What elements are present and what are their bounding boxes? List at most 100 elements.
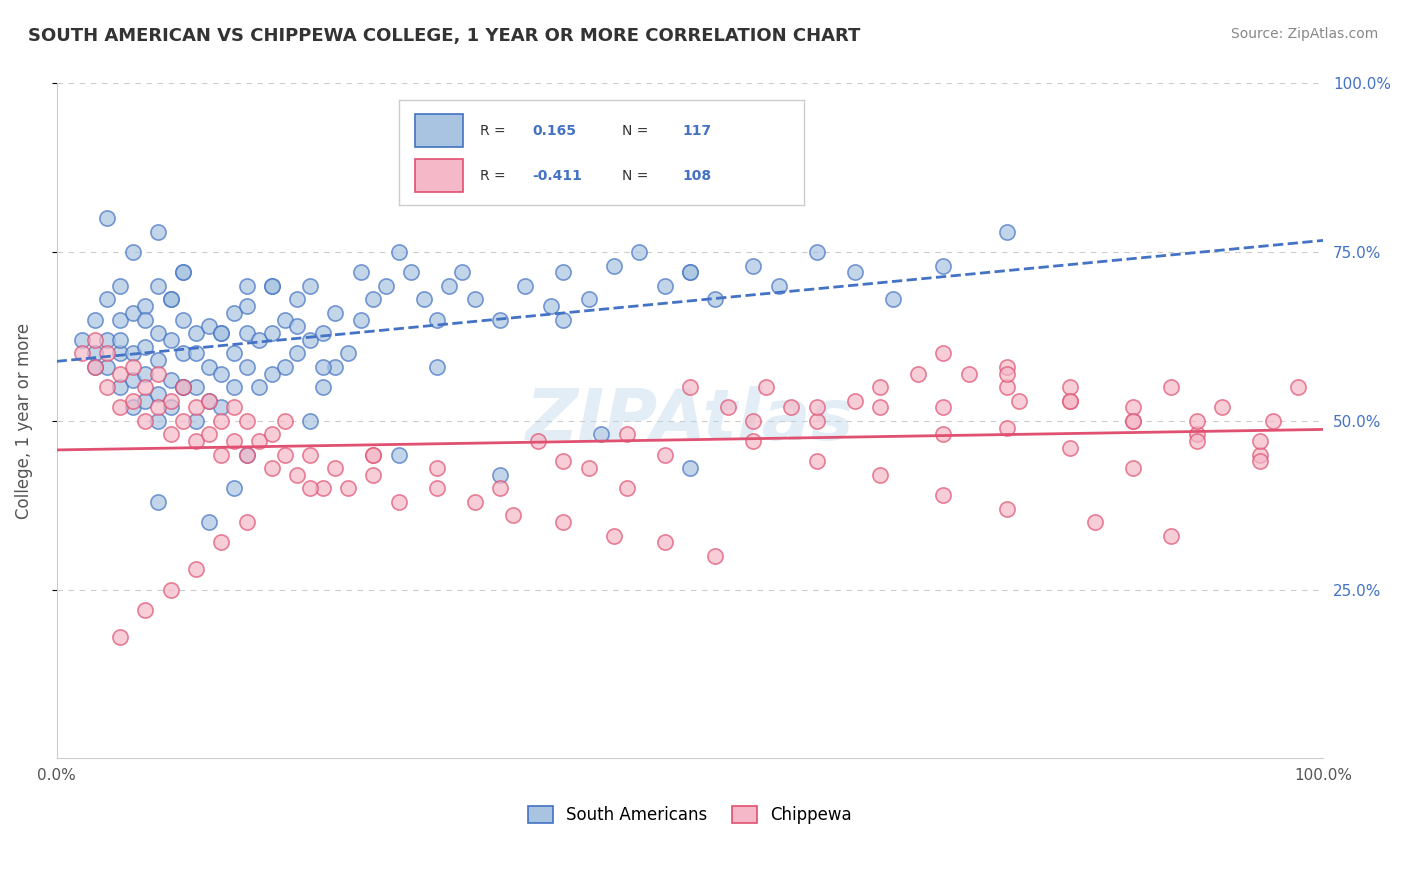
Point: [222, 434, 245, 449]
Point: [489, 481, 512, 495]
Point: [121, 373, 143, 387]
Point: [806, 454, 828, 468]
Point: [1059, 441, 1081, 455]
Point: [439, 279, 461, 293]
Point: [388, 245, 411, 260]
Point: [553, 515, 575, 529]
Point: [717, 401, 740, 415]
Point: [679, 265, 702, 279]
Point: [273, 448, 295, 462]
Point: [388, 448, 411, 462]
Point: [172, 265, 194, 279]
Point: [527, 434, 550, 449]
Point: [209, 401, 232, 415]
Point: [134, 340, 156, 354]
Point: [159, 293, 181, 307]
Point: [298, 448, 321, 462]
Point: [311, 481, 333, 495]
Point: [426, 461, 449, 475]
Point: [957, 367, 980, 381]
Point: [1059, 380, 1081, 394]
Point: [1185, 414, 1208, 428]
Point: [83, 346, 105, 360]
Point: [273, 414, 295, 428]
Point: [159, 373, 181, 387]
Point: [222, 481, 245, 495]
Point: [184, 434, 207, 449]
Point: [96, 211, 118, 226]
Point: [83, 333, 105, 347]
Point: [464, 495, 486, 509]
Point: [704, 293, 727, 307]
Point: [844, 393, 866, 408]
Point: [1185, 434, 1208, 449]
Point: [869, 401, 891, 415]
Y-axis label: College, 1 year or more: College, 1 year or more: [15, 323, 32, 519]
Point: [159, 582, 181, 597]
Point: [108, 312, 131, 326]
Point: [83, 359, 105, 374]
Point: [616, 481, 638, 495]
Point: [146, 326, 169, 340]
Point: [1084, 515, 1107, 529]
Point: [540, 299, 562, 313]
Point: [172, 414, 194, 428]
Point: [172, 265, 194, 279]
Text: Source: ZipAtlas.com: Source: ZipAtlas.com: [1230, 27, 1378, 41]
Point: [374, 279, 396, 293]
Point: [197, 393, 219, 408]
Point: [323, 306, 346, 320]
Legend: South Americans, Chippewa: South Americans, Chippewa: [522, 799, 859, 831]
Point: [108, 367, 131, 381]
Point: [260, 279, 283, 293]
Point: [603, 259, 626, 273]
Point: [464, 293, 486, 307]
Point: [869, 380, 891, 394]
Point: [1211, 401, 1233, 415]
Point: [108, 346, 131, 360]
Point: [285, 346, 308, 360]
Point: [1059, 393, 1081, 408]
Point: [209, 535, 232, 549]
Point: [1122, 461, 1144, 475]
Point: [159, 427, 181, 442]
Point: [451, 265, 474, 279]
Point: [704, 549, 727, 563]
Point: [197, 319, 219, 334]
Point: [882, 293, 904, 307]
Point: [1059, 393, 1081, 408]
Point: [134, 367, 156, 381]
Point: [146, 279, 169, 293]
Point: [172, 312, 194, 326]
Point: [108, 401, 131, 415]
Point: [932, 401, 955, 415]
Point: [235, 515, 257, 529]
Point: [260, 367, 283, 381]
Point: [298, 333, 321, 347]
Point: [654, 279, 676, 293]
Point: [235, 279, 257, 293]
Point: [146, 414, 169, 428]
Point: [907, 367, 929, 381]
Point: [172, 346, 194, 360]
Point: [768, 279, 790, 293]
Point: [285, 467, 308, 482]
Point: [235, 326, 257, 340]
Point: [1122, 414, 1144, 428]
Point: [96, 333, 118, 347]
Point: [70, 333, 93, 347]
Point: [96, 346, 118, 360]
Point: [222, 380, 245, 394]
Point: [273, 359, 295, 374]
Point: [108, 279, 131, 293]
Point: [197, 393, 219, 408]
Point: [197, 515, 219, 529]
Point: [932, 427, 955, 442]
Point: [388, 495, 411, 509]
Point: [172, 380, 194, 394]
Point: [260, 326, 283, 340]
Point: [172, 380, 194, 394]
Point: [159, 401, 181, 415]
Text: ZIPAtlas: ZIPAtlas: [526, 386, 855, 456]
Point: [184, 562, 207, 576]
